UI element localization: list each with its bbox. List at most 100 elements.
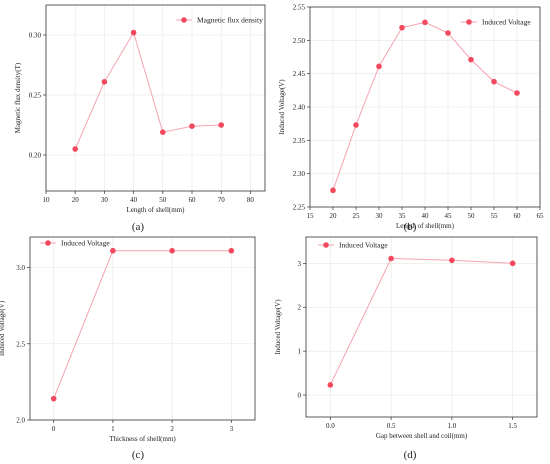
x-tick-label: 0.5	[387, 422, 396, 430]
x-tick-label: 45	[445, 212, 453, 220]
legend-label: Induced Voltage	[61, 239, 110, 248]
chart-panel-a: 10 20 30 40 50 60 70 80 0.20 0.25 0.30 Length of sh…	[14, 4, 266, 233]
data-point	[327, 382, 334, 388]
y-tick-label: 3.0	[16, 264, 25, 272]
x-tick-label: 30	[376, 212, 384, 220]
y-tick-label: 2	[298, 304, 302, 312]
x-tick-label: 40	[422, 212, 430, 220]
x-tick-label: 65	[537, 212, 545, 220]
legend: Induced Voltage	[461, 18, 531, 27]
y-tick-label: 3	[298, 260, 302, 268]
x-tick-label: 1.5	[508, 422, 517, 430]
data-point	[353, 122, 359, 128]
data-point	[228, 247, 235, 254]
x-tick-label: 55	[491, 212, 499, 220]
x-tick-label: 80	[247, 196, 255, 204]
legend-label: Induced Voltage	[482, 18, 531, 27]
data-point	[72, 146, 78, 152]
panel-caption: (b)	[404, 221, 417, 233]
legend: Magnetic flux density	[176, 16, 263, 25]
legend-label: Induced Voltage	[339, 241, 388, 250]
x-tick-label: 35	[399, 212, 407, 220]
data-point	[160, 129, 166, 135]
y-tick-label: 0.30	[29, 32, 42, 40]
chart-panel-b: 15 20 25 30 35 40 45 50 55 60 65 2.25 2.30 2.35 2.40 2.…	[278, 4, 544, 234]
y-tick-label: 2.30	[293, 170, 306, 178]
data-point	[218, 122, 224, 128]
legend-marker	[323, 242, 329, 248]
panel-caption: (c)	[132, 449, 145, 461]
y-tick-label: 2.40	[293, 104, 306, 112]
plot-frame	[29, 236, 256, 421]
x-tick-label: 2	[170, 425, 174, 433]
y-tick-label: 2.50	[293, 37, 306, 45]
chart-panel-c: 0 1 2 3 2.0 2.5 3.0 Thickness of shell(mm) Induc…	[0, 236, 256, 461]
x-tick-label: 0	[52, 425, 56, 433]
legend-label: Magnetic flux density	[197, 16, 263, 25]
x-tick-label: 25	[353, 212, 361, 220]
x-tick-label: 60	[189, 196, 197, 204]
y-tick-label: 0.25	[29, 92, 42, 100]
data-point	[509, 260, 516, 267]
x-tick-label: 1	[111, 425, 115, 433]
x-tick-label: 50	[159, 196, 167, 204]
x-tick-label: 20	[72, 196, 80, 204]
x-tick-label: 1.0	[448, 422, 457, 430]
data-point	[50, 395, 57, 402]
data-point	[101, 79, 108, 85]
x-axis-label: Length of shell(mm)	[127, 206, 186, 214]
data-point	[468, 56, 474, 63]
y-tick-label: 0	[298, 392, 302, 400]
data-point	[376, 63, 382, 70]
data-point	[491, 78, 497, 85]
legend-marker	[181, 17, 187, 23]
data-point	[445, 30, 451, 36]
x-tick-label: 40	[130, 196, 138, 204]
x-tick-label: 30	[101, 196, 109, 204]
data-point	[449, 257, 455, 264]
chart-panel-d: 0.0 0.5 1.0 1.5 0 1 2 3 Gap between shell and co…	[274, 236, 538, 461]
x-tick-label: 0.0	[326, 422, 335, 430]
y-axis-label: Induced Voltage(V)	[274, 299, 282, 355]
data-point	[388, 255, 394, 262]
x-tick-label: 70	[218, 196, 226, 204]
legend-marker	[45, 240, 51, 246]
data-point	[514, 90, 520, 96]
y-tick-label: 2.0	[16, 417, 25, 425]
y-tick-label: 2.35	[293, 137, 306, 145]
y-tick-label: 2.5	[16, 340, 25, 348]
data-point	[110, 247, 116, 254]
plot-frame	[45, 4, 266, 192]
data-point	[169, 247, 175, 254]
series-line	[329, 258, 513, 386]
data-point	[130, 29, 137, 36]
legend-marker	[466, 19, 472, 25]
y-tick-label: 0.20	[29, 152, 42, 160]
x-tick-label: 50	[468, 212, 476, 220]
x-axis-label: Thickness of shell(mm)	[109, 435, 176, 443]
panel-caption: (a)	[132, 221, 145, 233]
x-tick-label: 3	[230, 425, 234, 433]
data-point	[422, 19, 428, 26]
x-axis-label: Gap between shell and coil(mm)	[376, 432, 468, 440]
data-point	[189, 123, 195, 129]
y-tick-label: 1	[298, 348, 302, 356]
y-axis-label: Magnetic flux density(T)	[14, 62, 22, 133]
legend: Induced Voltage	[318, 241, 388, 250]
panel-caption: (d)	[404, 449, 417, 461]
x-tick-label: 60	[514, 212, 522, 220]
y-tick-label: 2.55	[293, 4, 306, 12]
x-tick-label: 15	[307, 212, 315, 220]
y-axis-label: Induced Voltage(V)	[278, 79, 286, 135]
series-line	[53, 250, 232, 399]
x-tick-label: 10	[43, 196, 51, 204]
x-tick-label: 20	[330, 212, 338, 220]
plot-frame	[305, 236, 538, 418]
series-line	[74, 31, 222, 150]
data-point	[399, 24, 405, 31]
legend: Induced Voltage	[40, 239, 110, 248]
y-tick-label: 2.45	[293, 70, 306, 78]
y-tick-label: 2.25	[293, 204, 306, 212]
x-axis-label: Length of shell(mm)	[396, 222, 455, 230]
